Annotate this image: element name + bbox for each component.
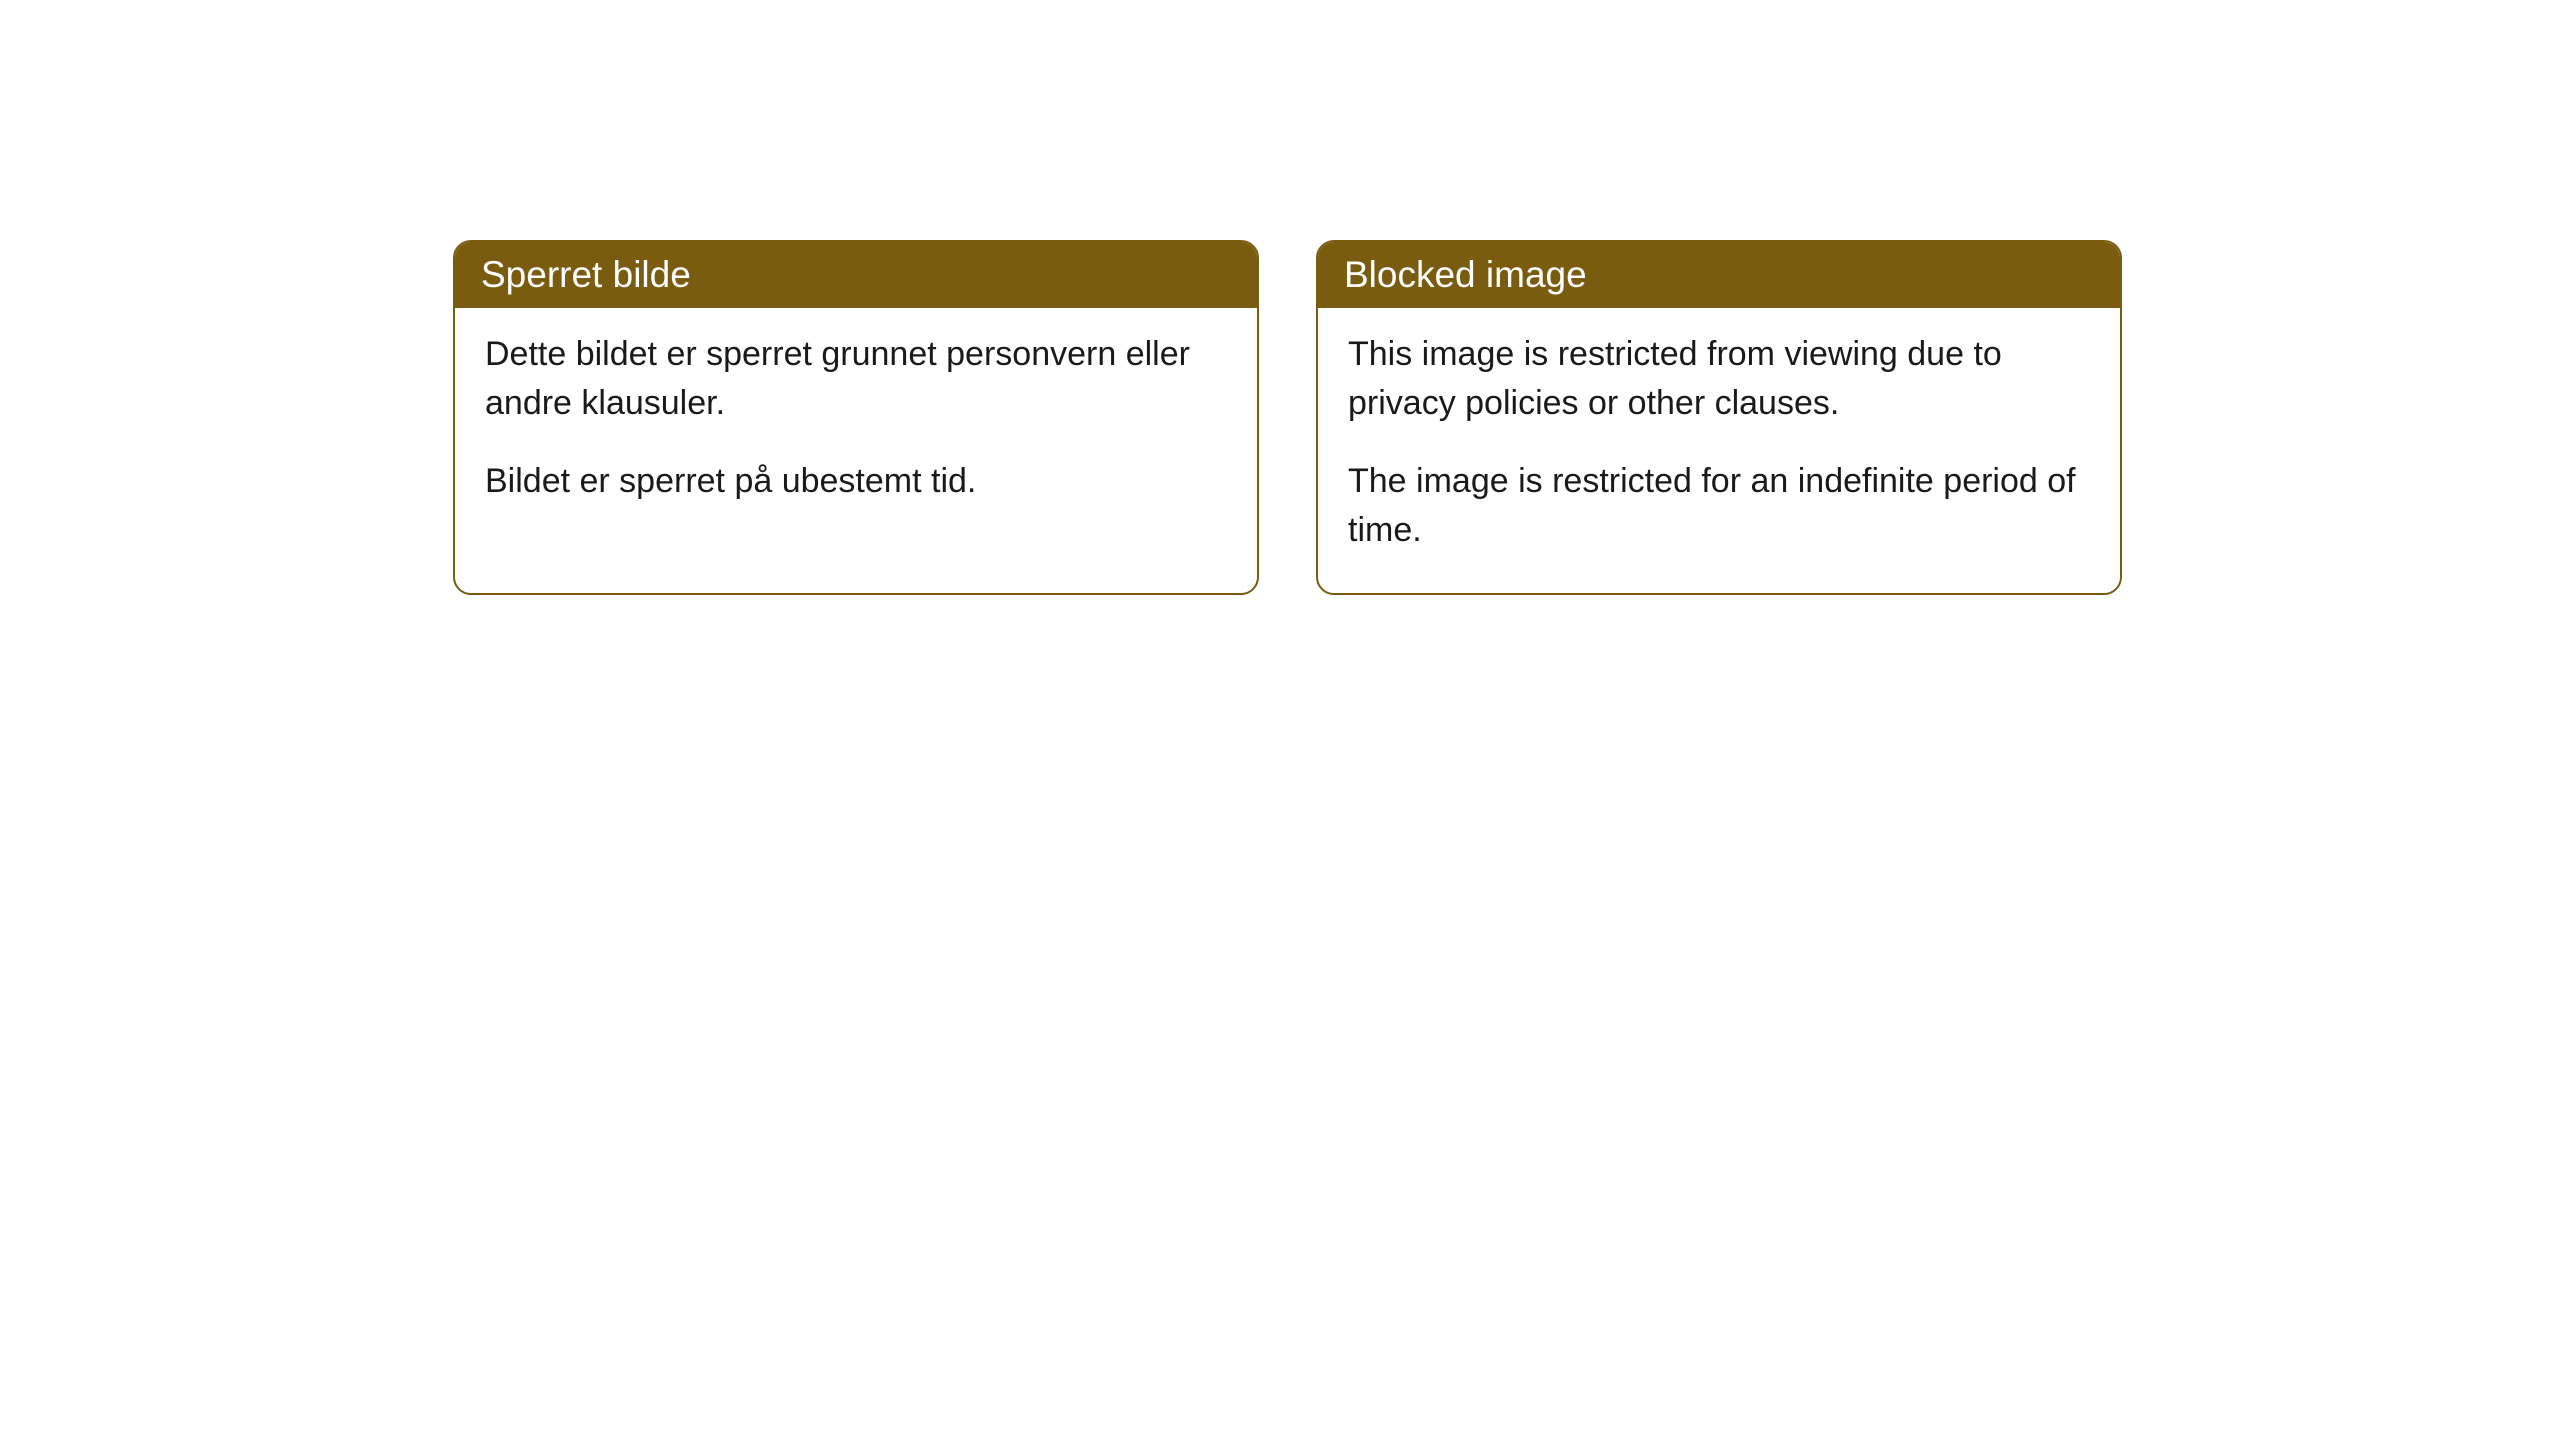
card-paragraph-2-norwegian: Bildet er sperret på ubestemt tid. xyxy=(485,457,1227,506)
card-title-english: Blocked image xyxy=(1344,254,1587,295)
notice-cards-container: Sperret bilde Dette bildet er sperret gr… xyxy=(453,240,2560,595)
card-paragraph-2-english: The image is restricted for an indefinit… xyxy=(1348,457,2090,556)
card-paragraph-1-english: This image is restricted from viewing du… xyxy=(1348,330,2090,429)
card-title-norwegian: Sperret bilde xyxy=(481,254,691,295)
notice-card-english: Blocked image This image is restricted f… xyxy=(1316,240,2122,595)
notice-card-norwegian: Sperret bilde Dette bildet er sperret gr… xyxy=(453,240,1259,595)
card-header-english: Blocked image xyxy=(1318,242,2120,308)
card-paragraph-1-norwegian: Dette bildet er sperret grunnet personve… xyxy=(485,330,1227,429)
card-header-norwegian: Sperret bilde xyxy=(455,242,1257,308)
card-body-english: This image is restricted from viewing du… xyxy=(1318,308,2120,593)
card-body-norwegian: Dette bildet er sperret grunnet personve… xyxy=(455,308,1257,544)
